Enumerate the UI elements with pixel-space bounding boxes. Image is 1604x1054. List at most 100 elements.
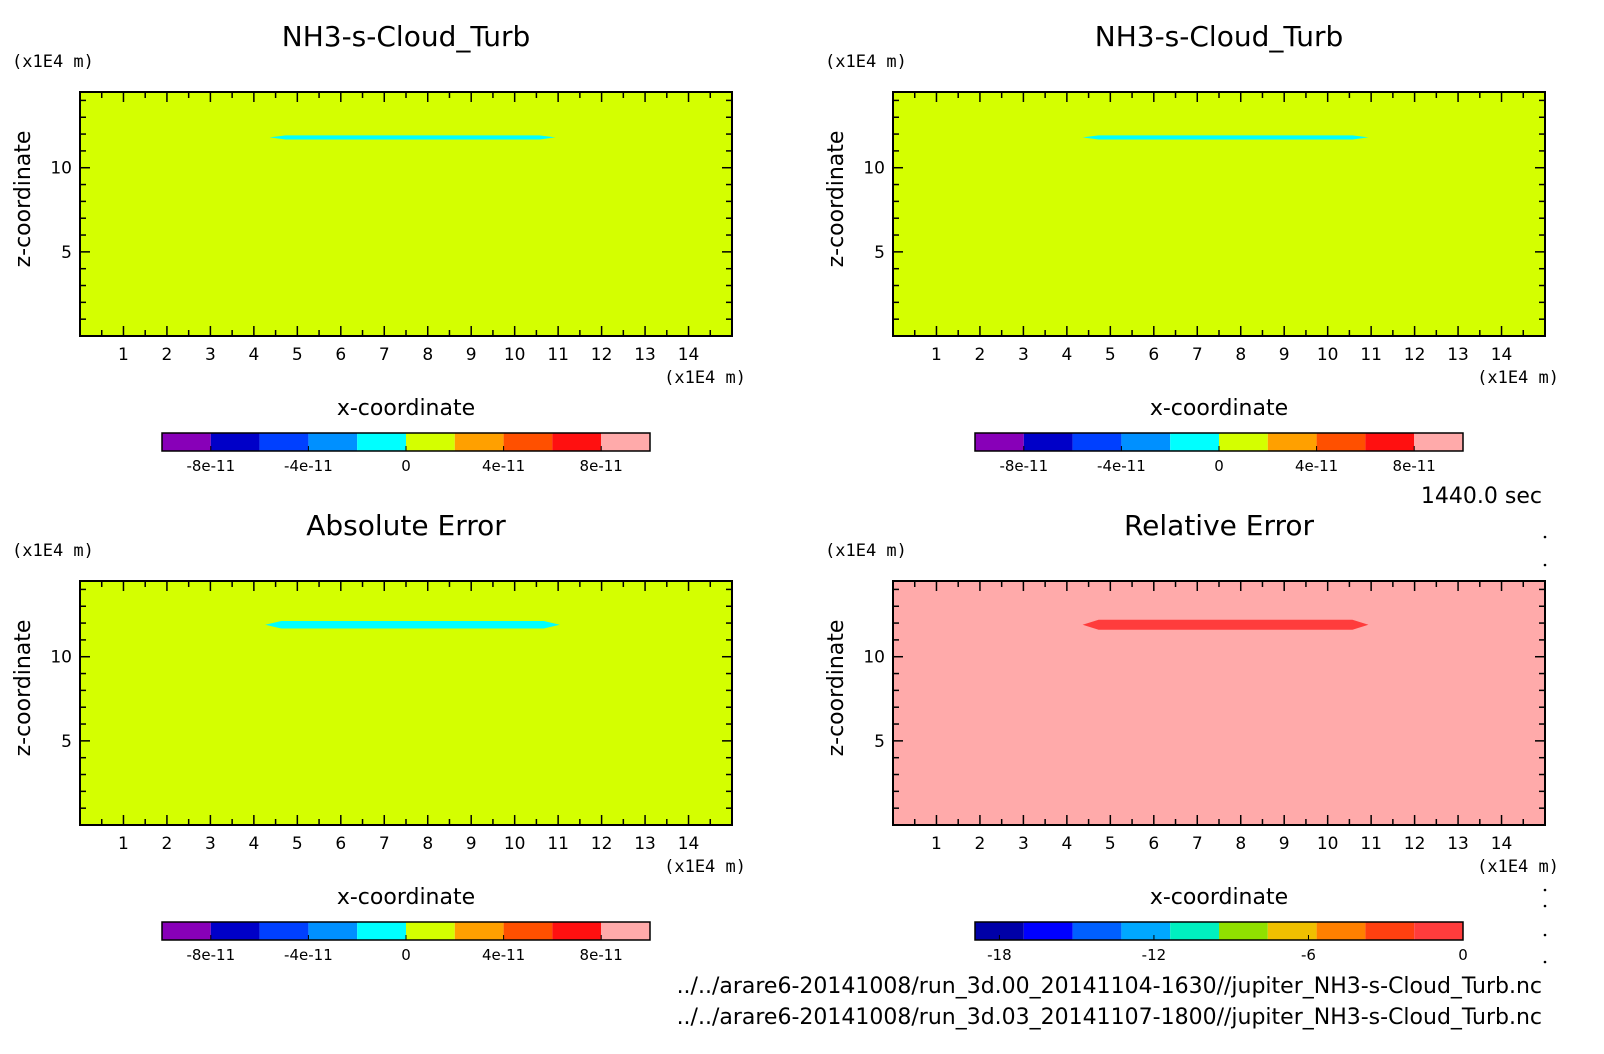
colorbar-tick-label: 4e-11: [482, 946, 525, 964]
marker-dot: [1543, 563, 1547, 567]
colorbar-tick-label: 0: [1214, 457, 1224, 475]
x-tick-label: 9: [1279, 345, 1290, 365]
chart-title: Absolute Error: [306, 509, 506, 542]
x-tick-label: 7: [379, 345, 390, 365]
y-axis-label: z-coordinate: [824, 131, 849, 268]
chart-title: Relative Error: [1124, 509, 1315, 542]
y-tick-label: 10: [863, 648, 885, 668]
colorbar-swatch: [601, 922, 650, 940]
y-axis-label: z-coordinate: [11, 620, 36, 757]
colorbar-swatch: [503, 922, 553, 940]
colorbar-tick-label: 8e-11: [580, 946, 623, 964]
colorbar-tick-label: 8e-11: [580, 457, 623, 475]
colorbar-swatch: [1121, 433, 1171, 451]
colorbar-swatch: [357, 922, 406, 940]
x-tick-label: 14: [678, 834, 700, 854]
colorbar-swatch: [1072, 922, 1122, 940]
colorbar-tick-label: 0: [1458, 946, 1468, 964]
x-tick-label: 12: [591, 345, 613, 365]
colorbar-tick-label: 0: [401, 946, 411, 964]
colorbar-tick-label: -6: [1301, 946, 1316, 964]
y-axis-label: z-coordinate: [824, 620, 849, 757]
colorbar-swatch: [259, 433, 309, 451]
x-tick-label: 1: [931, 834, 942, 854]
colorbar-swatch: [406, 433, 455, 451]
chart-title: NH3-s-Cloud_Turb: [1095, 20, 1343, 53]
colorbar-swatch: [162, 922, 211, 940]
footer-path-1: ../../arare6-20141008/run_3d.00_20141104…: [677, 974, 1542, 999]
x-tick-label: 11: [547, 834, 569, 854]
y-unit-label: (x1E4 m): [825, 52, 907, 72]
time-label: 1440.0 sec: [1421, 484, 1542, 509]
colorbar-tick-label: -4e-11: [284, 457, 333, 475]
cloud-band: [1082, 135, 1369, 140]
y-tick-label: 10: [50, 648, 72, 668]
colorbar-swatch: [162, 433, 211, 451]
x-tick-label: 11: [1360, 834, 1382, 854]
x-tick-label: 10: [1317, 834, 1339, 854]
marker-dot: [1543, 933, 1547, 937]
chart-panel-1: NH3-s-Cloud_Turb(x1E4 m)1 2 3 4 5 6 7 8 9 10 11 12 1…: [11, 20, 746, 475]
x-tick-label: 2: [162, 345, 173, 365]
chart-title: NH3-s-Cloud_Turb: [282, 20, 530, 53]
x-tick-label: 10: [504, 834, 526, 854]
colorbar-swatch: [406, 922, 455, 940]
colorbar-swatch: [1023, 922, 1073, 940]
x-tick-label: 1: [931, 345, 942, 365]
x-unit-label: (x1E4 m): [1477, 857, 1559, 877]
x-tick-label: 7: [1192, 345, 1203, 365]
x-tick-label: 13: [1447, 834, 1469, 854]
x-tick-label: 13: [1447, 345, 1469, 365]
colorbar-swatch: [1316, 922, 1366, 940]
x-tick-label: 5: [1105, 834, 1116, 854]
y-tick-label: 5: [874, 243, 885, 263]
y-unit-label: (x1E4 m): [825, 541, 907, 561]
colorbar-swatch: [1414, 433, 1463, 451]
x-tick-label: 6: [1148, 834, 1159, 854]
colorbar-swatch: [454, 433, 504, 451]
cloud-band: [1082, 619, 1369, 630]
colorbar-swatch: [1316, 433, 1366, 451]
colorbar-swatch: [601, 433, 650, 451]
x-tick-label: 4: [248, 345, 259, 365]
x-tick-label: 9: [466, 345, 477, 365]
y-tick-label: 10: [863, 159, 885, 179]
colorbar-swatch: [1023, 433, 1073, 451]
colorbar-swatch: [357, 433, 406, 451]
x-tick-label: 5: [292, 834, 303, 854]
colorbar-tick-label: -8e-11: [999, 457, 1048, 475]
colorbar-tick-label: -18: [987, 946, 1012, 964]
colorbar-swatch: [975, 922, 1024, 940]
x-tick-label: 9: [466, 834, 477, 854]
x-tick-label: 2: [975, 834, 986, 854]
colorbar-swatch: [1072, 433, 1122, 451]
x-tick-label: 6: [335, 834, 346, 854]
colorbar-tick-label: 4e-11: [1295, 457, 1338, 475]
colorbar-tick-label: 4e-11: [482, 457, 525, 475]
y-axis-label: z-coordinate: [11, 131, 36, 268]
chart-panel-2: NH3-s-Cloud_Turb(x1E4 m)1 2 3 4 5 6 7 8 9 10 11 12 1…: [824, 20, 1559, 475]
x-tick-label: 3: [1018, 345, 1029, 365]
colorbar-tick-label: 0: [401, 457, 411, 475]
colorbar-swatch: [210, 433, 260, 451]
colorbar-swatch: [1170, 433, 1219, 451]
x-axis-label: x-coordinate: [337, 885, 475, 910]
colorbar-swatch: [454, 922, 504, 940]
x-tick-label: 1: [118, 834, 129, 854]
x-tick-label: 5: [1105, 345, 1116, 365]
y-tick-label: 10: [50, 159, 72, 179]
colorbar-tick-label: -4e-11: [284, 946, 333, 964]
x-tick-label: 6: [335, 345, 346, 365]
colorbar-tick-label: 8e-11: [1393, 457, 1436, 475]
x-tick-label: 3: [205, 834, 216, 854]
colorbar-tick-label: -4e-11: [1097, 457, 1146, 475]
colorbar-swatch: [1365, 922, 1415, 940]
colorbar-swatch: [308, 922, 358, 940]
field-background: [80, 92, 732, 336]
x-tick-label: 13: [634, 834, 656, 854]
chart-panel-4: Relative Error(x1E4 m)1 2 3 4 5 6 7 8 9 10 11 12 13 1…: [824, 509, 1559, 964]
x-tick-label: 2: [975, 345, 986, 365]
x-tick-label: 11: [1360, 345, 1382, 365]
marker-dot: [1543, 888, 1547, 892]
